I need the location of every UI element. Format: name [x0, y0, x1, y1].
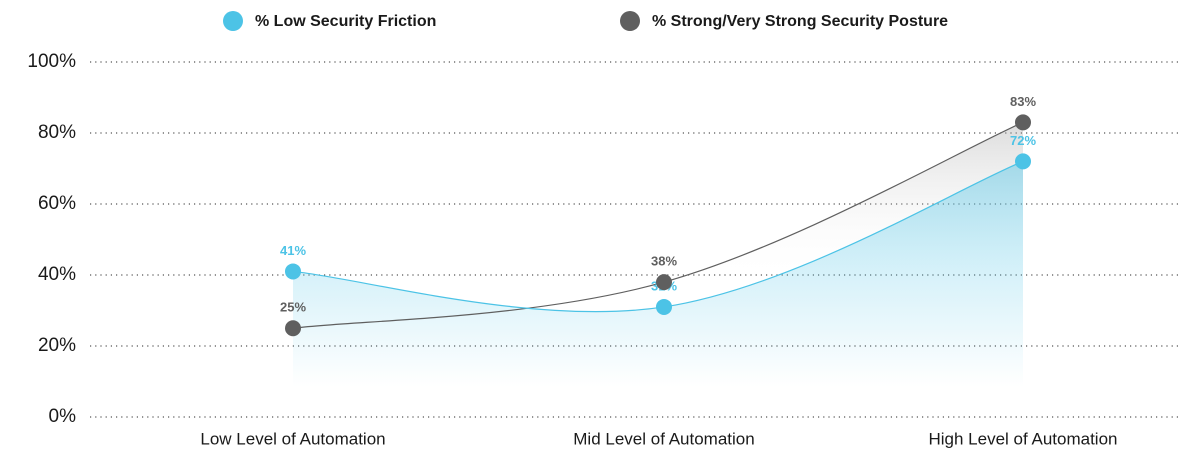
marker — [285, 263, 301, 280]
data-label: 25% — [280, 300, 306, 315]
legend-label: % Low Security Friction — [255, 13, 436, 30]
data-label: 38% — [651, 254, 677, 269]
y-tick-label: 0% — [49, 406, 77, 427]
marker — [1015, 114, 1031, 131]
marker — [1015, 153, 1031, 170]
y-tick-label: 100% — [27, 51, 76, 72]
x-tick-label: Low Level of Automation — [200, 429, 385, 448]
data-label: 72% — [1010, 133, 1036, 148]
y-tick-label: 20% — [38, 335, 76, 356]
legend-label: % Strong/Very Strong Security Posture — [652, 13, 948, 30]
area — [293, 161, 1023, 387]
legend-swatch — [223, 11, 243, 31]
data-label: 83% — [1010, 94, 1036, 109]
x-tick-label: Mid Level of Automation — [573, 429, 754, 448]
marker — [656, 298, 672, 315]
y-tick-label: 60% — [38, 193, 76, 214]
y-tick-label: 80% — [38, 122, 76, 143]
legend-swatch — [620, 11, 640, 31]
data-label: 41% — [280, 243, 306, 258]
y-tick-label: 40% — [38, 264, 76, 285]
marker — [285, 320, 301, 337]
marker — [656, 274, 672, 291]
x-tick-label: High Level of Automation — [928, 429, 1117, 448]
